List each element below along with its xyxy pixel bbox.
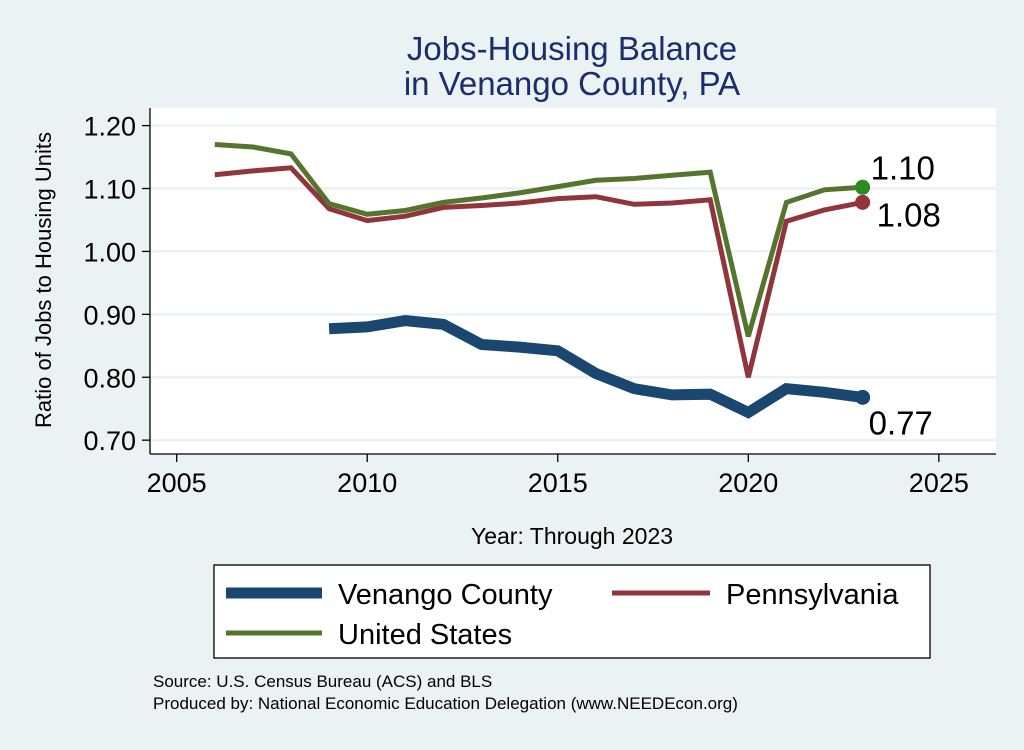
x-tick-label-3: 2020 [718,468,778,498]
end-marker-venango-county [855,389,871,405]
chart-title-line-2: in Venango County, PA [404,65,740,102]
y-tick-label-2: 0.90 [83,300,136,330]
end-labels: 0.77 1.08 1.10 [869,149,941,441]
end-label-venango-county: 0.77 [869,404,933,441]
x-tick-label-1: 2010 [337,468,397,498]
legend-label-pennsylvania: Pennsylvania [726,579,899,611]
x-axis-label: Year: Through 2023 [471,523,673,549]
series-lines [214,142,864,419]
y-tick-label-5: 1.20 [83,112,136,142]
x-tick-label-0: 2005 [147,468,207,498]
x-tick-label-2: 2015 [528,468,588,498]
end-markers [855,179,871,405]
tick-labels: 0.70 0.80 0.90 1.00 1.10 1.20 2005 2010 2015 2020… [83,112,968,498]
legend-box [213,564,931,659]
series-line-pennsylvania [214,165,864,378]
end-label-pennsylvania: 1.08 [877,196,941,233]
end-marker-united-states [855,179,871,195]
producer-note: Produced by: National Economic Education… [153,694,738,713]
axes [142,108,996,462]
y-tick-label-1: 0.80 [83,363,136,393]
end-marker-pennsylvania [855,194,871,210]
y-axis-label: Ratio of Jobs to Housing Units [31,132,56,428]
series-line-united-states [214,142,863,338]
y-tick-label-0: 0.70 [83,426,136,456]
legend-label-venango: Venango County [338,579,553,611]
x-tick-label-4: 2025 [909,468,969,498]
series-line-venango-county [328,315,864,419]
source-note: Source: U.S. Census Bureau (ACS) and BLS [153,672,492,691]
chart-title-line-1: Jobs-Housing Balance [407,30,737,67]
legend: Venango County Pennsylvania United State… [213,564,931,659]
y-tick-label-4: 1.10 [83,175,136,205]
plot-area [150,108,996,454]
grid-lines [150,124,996,442]
legend-label-united-states: United States [338,619,512,651]
y-tick-label-3: 1.00 [83,237,136,267]
end-label-united-states: 1.10 [871,149,935,186]
